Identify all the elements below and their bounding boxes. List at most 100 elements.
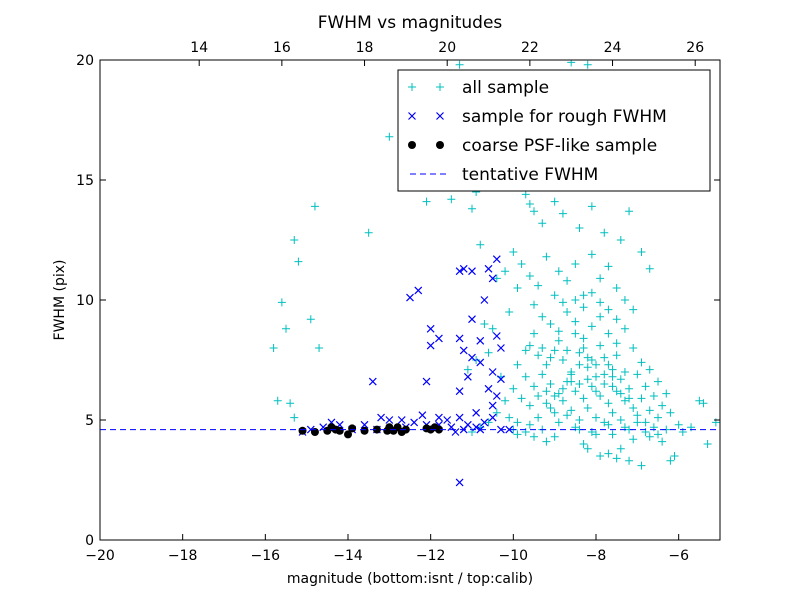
data-point xyxy=(608,365,617,374)
data-point xyxy=(563,346,572,355)
top-x-tick-label: 26 xyxy=(686,40,704,56)
legend-label: tentative FWHM xyxy=(462,165,598,185)
data-point xyxy=(455,60,464,69)
series-2 xyxy=(298,423,443,439)
data-point xyxy=(592,372,600,381)
data-point xyxy=(662,389,671,398)
data-point xyxy=(596,298,605,307)
data-point xyxy=(625,384,634,393)
data-point xyxy=(633,418,642,427)
data-point xyxy=(463,365,472,374)
data-point xyxy=(695,396,704,405)
data-point xyxy=(534,351,543,360)
data-point xyxy=(558,209,567,218)
data-point xyxy=(637,358,646,367)
data-point xyxy=(534,413,543,422)
data-point xyxy=(542,437,551,446)
data-point xyxy=(563,411,572,420)
data-point xyxy=(579,440,588,448)
data-point xyxy=(658,401,667,410)
data-point xyxy=(554,418,563,427)
data-point xyxy=(575,224,584,232)
data-point xyxy=(592,430,600,439)
x-tick-label: −12 xyxy=(416,548,446,564)
data-point xyxy=(455,267,464,276)
data-point xyxy=(649,392,658,400)
data-point xyxy=(497,344,505,352)
data-point xyxy=(670,452,679,460)
data-point xyxy=(612,315,621,324)
data-point xyxy=(385,416,394,424)
data-point xyxy=(476,336,485,345)
data-point xyxy=(579,291,588,300)
data-point xyxy=(383,426,392,435)
data-point xyxy=(567,60,576,67)
data-point xyxy=(637,394,646,403)
data-point xyxy=(509,248,518,256)
data-point xyxy=(546,404,555,412)
data-point xyxy=(538,370,547,379)
data-point xyxy=(575,380,584,388)
data-point xyxy=(612,351,621,360)
data-point xyxy=(571,329,580,338)
data-point xyxy=(571,296,580,304)
data-point xyxy=(674,420,683,429)
data-point xyxy=(542,252,551,261)
data-point xyxy=(492,332,501,340)
data-point xyxy=(550,197,559,206)
data-point xyxy=(699,399,708,408)
data-point xyxy=(583,404,592,412)
data-point xyxy=(596,452,605,460)
data-point xyxy=(513,430,522,439)
data-point xyxy=(579,344,588,352)
data-point xyxy=(554,336,563,345)
data-point xyxy=(654,413,662,422)
data-point xyxy=(645,365,654,374)
data-point xyxy=(488,324,497,333)
legend-swatch xyxy=(436,83,444,91)
data-point xyxy=(567,370,576,379)
data-point xyxy=(658,437,667,446)
data-point xyxy=(604,399,613,408)
data-point xyxy=(492,408,501,417)
data-point xyxy=(616,444,625,453)
data-point xyxy=(600,353,609,362)
data-point xyxy=(645,406,654,415)
data-point xyxy=(579,334,588,343)
data-point xyxy=(608,372,617,381)
data-point xyxy=(426,324,435,333)
data-point xyxy=(637,461,646,470)
legend-swatch xyxy=(436,141,444,149)
data-point xyxy=(587,356,596,364)
data-point xyxy=(488,401,497,410)
data-point xyxy=(468,315,476,324)
legend-swatch xyxy=(408,83,416,91)
data-point xyxy=(335,426,344,435)
data-point xyxy=(530,329,538,338)
data-point xyxy=(604,329,613,338)
top-x-tick-label: 14 xyxy=(190,40,208,56)
data-point xyxy=(608,382,617,391)
data-point xyxy=(587,250,596,259)
y-axis-label: FWHM (pix) xyxy=(52,260,68,341)
x-tick-label: −16 xyxy=(251,548,281,564)
data-point xyxy=(583,363,592,372)
data-point xyxy=(550,346,559,355)
data-point xyxy=(666,456,675,465)
data-point xyxy=(625,207,634,216)
data-point xyxy=(596,341,605,350)
data-point xyxy=(600,370,609,379)
data-point xyxy=(616,416,625,424)
data-point xyxy=(608,408,617,417)
data-point xyxy=(620,296,629,304)
data-point xyxy=(472,408,481,417)
data-point xyxy=(534,281,543,290)
data-point xyxy=(525,200,534,208)
data-point xyxy=(368,377,377,386)
data-point xyxy=(455,413,464,422)
data-point xyxy=(538,219,547,228)
data-point xyxy=(447,195,456,204)
data-point xyxy=(521,372,530,381)
data-point xyxy=(484,264,493,273)
data-point xyxy=(612,387,621,396)
